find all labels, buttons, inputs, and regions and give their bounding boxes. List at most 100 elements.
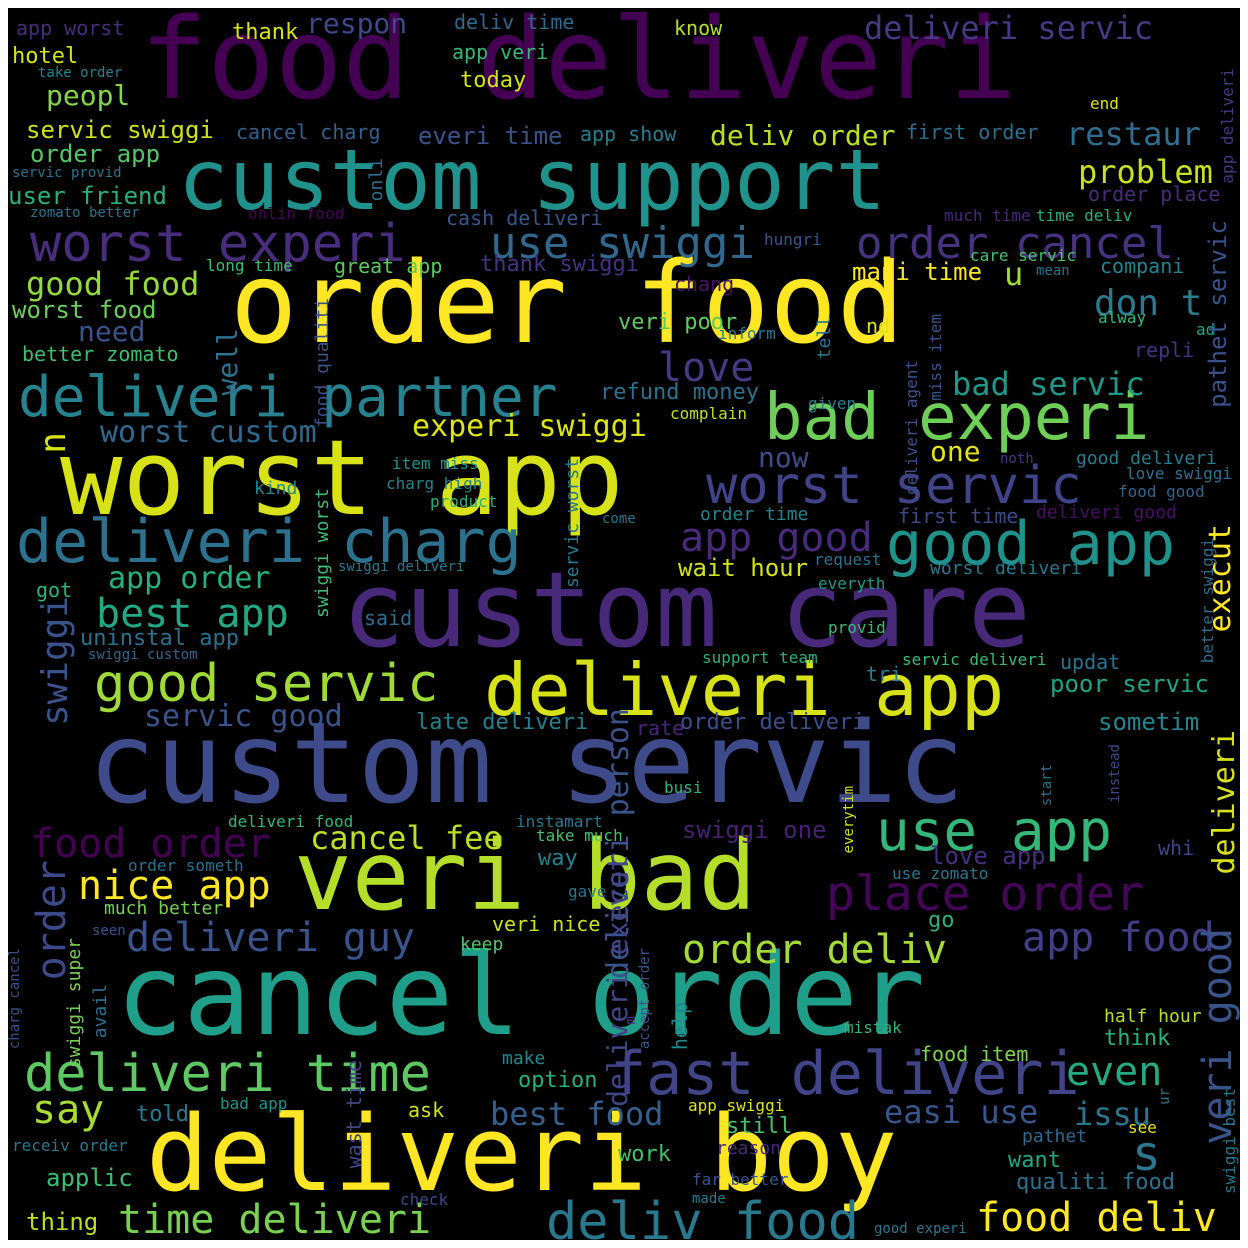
word: servic provid xyxy=(12,165,122,181)
word: accept order xyxy=(637,948,653,1050)
word: ad xyxy=(1196,320,1216,339)
word: option xyxy=(518,1068,598,1093)
word: food good xyxy=(1118,482,1205,501)
word: bad experi xyxy=(764,381,1150,455)
word: miss item xyxy=(926,314,945,401)
word: app order xyxy=(108,561,271,596)
word: good deliveri xyxy=(1076,448,1217,469)
word: best app xyxy=(96,591,289,637)
word: inform xyxy=(718,324,776,343)
word: nd xyxy=(866,314,891,338)
word: zomato better xyxy=(30,205,140,221)
word: go xyxy=(928,908,955,933)
word: don t xyxy=(1094,283,1203,324)
word: swiggi super xyxy=(64,938,85,1069)
word: user friend xyxy=(8,182,167,210)
word: take much xyxy=(536,826,623,845)
word: food deliv xyxy=(976,1195,1217,1240)
word: mani time xyxy=(852,258,983,286)
word: charg cancel xyxy=(8,948,23,1050)
word: see xyxy=(1128,1118,1157,1137)
word: bad servic xyxy=(952,365,1145,403)
word: charg high xyxy=(386,474,483,493)
word: respon xyxy=(306,8,408,40)
word: repli xyxy=(1134,338,1195,362)
word: want xyxy=(1008,1148,1061,1173)
word: swiggi best xyxy=(1220,1088,1239,1194)
word: swiggi custom xyxy=(88,647,198,663)
word: product xyxy=(430,492,498,511)
word: wait hour xyxy=(678,554,809,582)
word: deliv order xyxy=(710,119,896,152)
word: check xyxy=(400,1190,449,1209)
word: food item xyxy=(920,1042,1029,1066)
word: instamart xyxy=(516,812,603,831)
word: order place xyxy=(1088,182,1221,206)
word: easi use xyxy=(884,1093,1039,1131)
word: ask xyxy=(408,1098,445,1122)
word: deliveri time xyxy=(24,1044,431,1104)
word: today xyxy=(460,68,527,93)
word: custom servic xyxy=(88,699,965,829)
word: problem xyxy=(1078,153,1213,191)
word: one xyxy=(930,435,981,468)
word: long time xyxy=(206,256,293,275)
word: care servic xyxy=(970,246,1076,265)
word: nice app xyxy=(78,863,271,909)
word: way xyxy=(538,846,578,871)
word: take order xyxy=(38,65,123,81)
word: n xyxy=(33,432,74,454)
word: order cancel xyxy=(856,218,1174,269)
word: mistak xyxy=(844,1018,902,1037)
word: deliveri agent xyxy=(902,360,921,495)
word: hotel xyxy=(12,44,79,69)
word: cancel fee xyxy=(310,819,503,857)
word: deliveri partner xyxy=(18,365,558,430)
word: late deliveri xyxy=(416,710,589,735)
word: onlin food xyxy=(248,204,345,223)
word: poor servic xyxy=(1050,670,1209,698)
word: custom care xyxy=(342,549,1031,671)
word: restaur xyxy=(1066,115,1201,153)
word: avail xyxy=(90,984,111,1039)
word: kind xyxy=(254,478,298,499)
word: sometim xyxy=(1098,708,1200,736)
word: issu xyxy=(1074,1095,1152,1133)
word: bad app xyxy=(220,1094,288,1113)
word: use swiggi xyxy=(490,218,755,269)
word: support team xyxy=(702,648,818,667)
word: compani xyxy=(1100,254,1185,278)
word: told xyxy=(136,1102,189,1127)
word: mean xyxy=(1036,263,1070,279)
word: need xyxy=(78,315,146,348)
word: app swiggi xyxy=(688,1096,785,1115)
word: order someth xyxy=(128,856,244,875)
word: time deliveri xyxy=(118,1197,432,1240)
word: updat xyxy=(1060,650,1121,674)
word: veri poor xyxy=(618,310,738,335)
word: use app xyxy=(876,799,1113,864)
word: great app xyxy=(334,254,443,278)
word: worst experi xyxy=(30,214,406,274)
word: worst deliveri xyxy=(930,558,1082,579)
word: servic swiggi xyxy=(26,116,214,144)
word: app worst xyxy=(16,16,125,40)
word: deliv time xyxy=(454,10,575,34)
word: everytim xyxy=(841,786,857,854)
word: good app xyxy=(886,509,1175,579)
word: love swiggi xyxy=(1126,464,1232,483)
word: worst app xyxy=(60,417,624,539)
word: use zomato xyxy=(892,864,989,883)
word: best food xyxy=(490,1095,664,1133)
word: experi swiggi xyxy=(412,409,647,444)
word: said xyxy=(364,606,413,630)
word: swiggi deliveri xyxy=(338,559,465,575)
word: everi time xyxy=(418,122,563,150)
word: far better xyxy=(692,1170,789,1189)
word: half hour xyxy=(1104,1006,1202,1027)
word: app deliveri xyxy=(1218,68,1237,184)
word: app food xyxy=(1022,915,1215,961)
word: servic good xyxy=(144,699,343,734)
word: u xyxy=(1004,255,1024,293)
word: wast time xyxy=(342,1060,366,1169)
